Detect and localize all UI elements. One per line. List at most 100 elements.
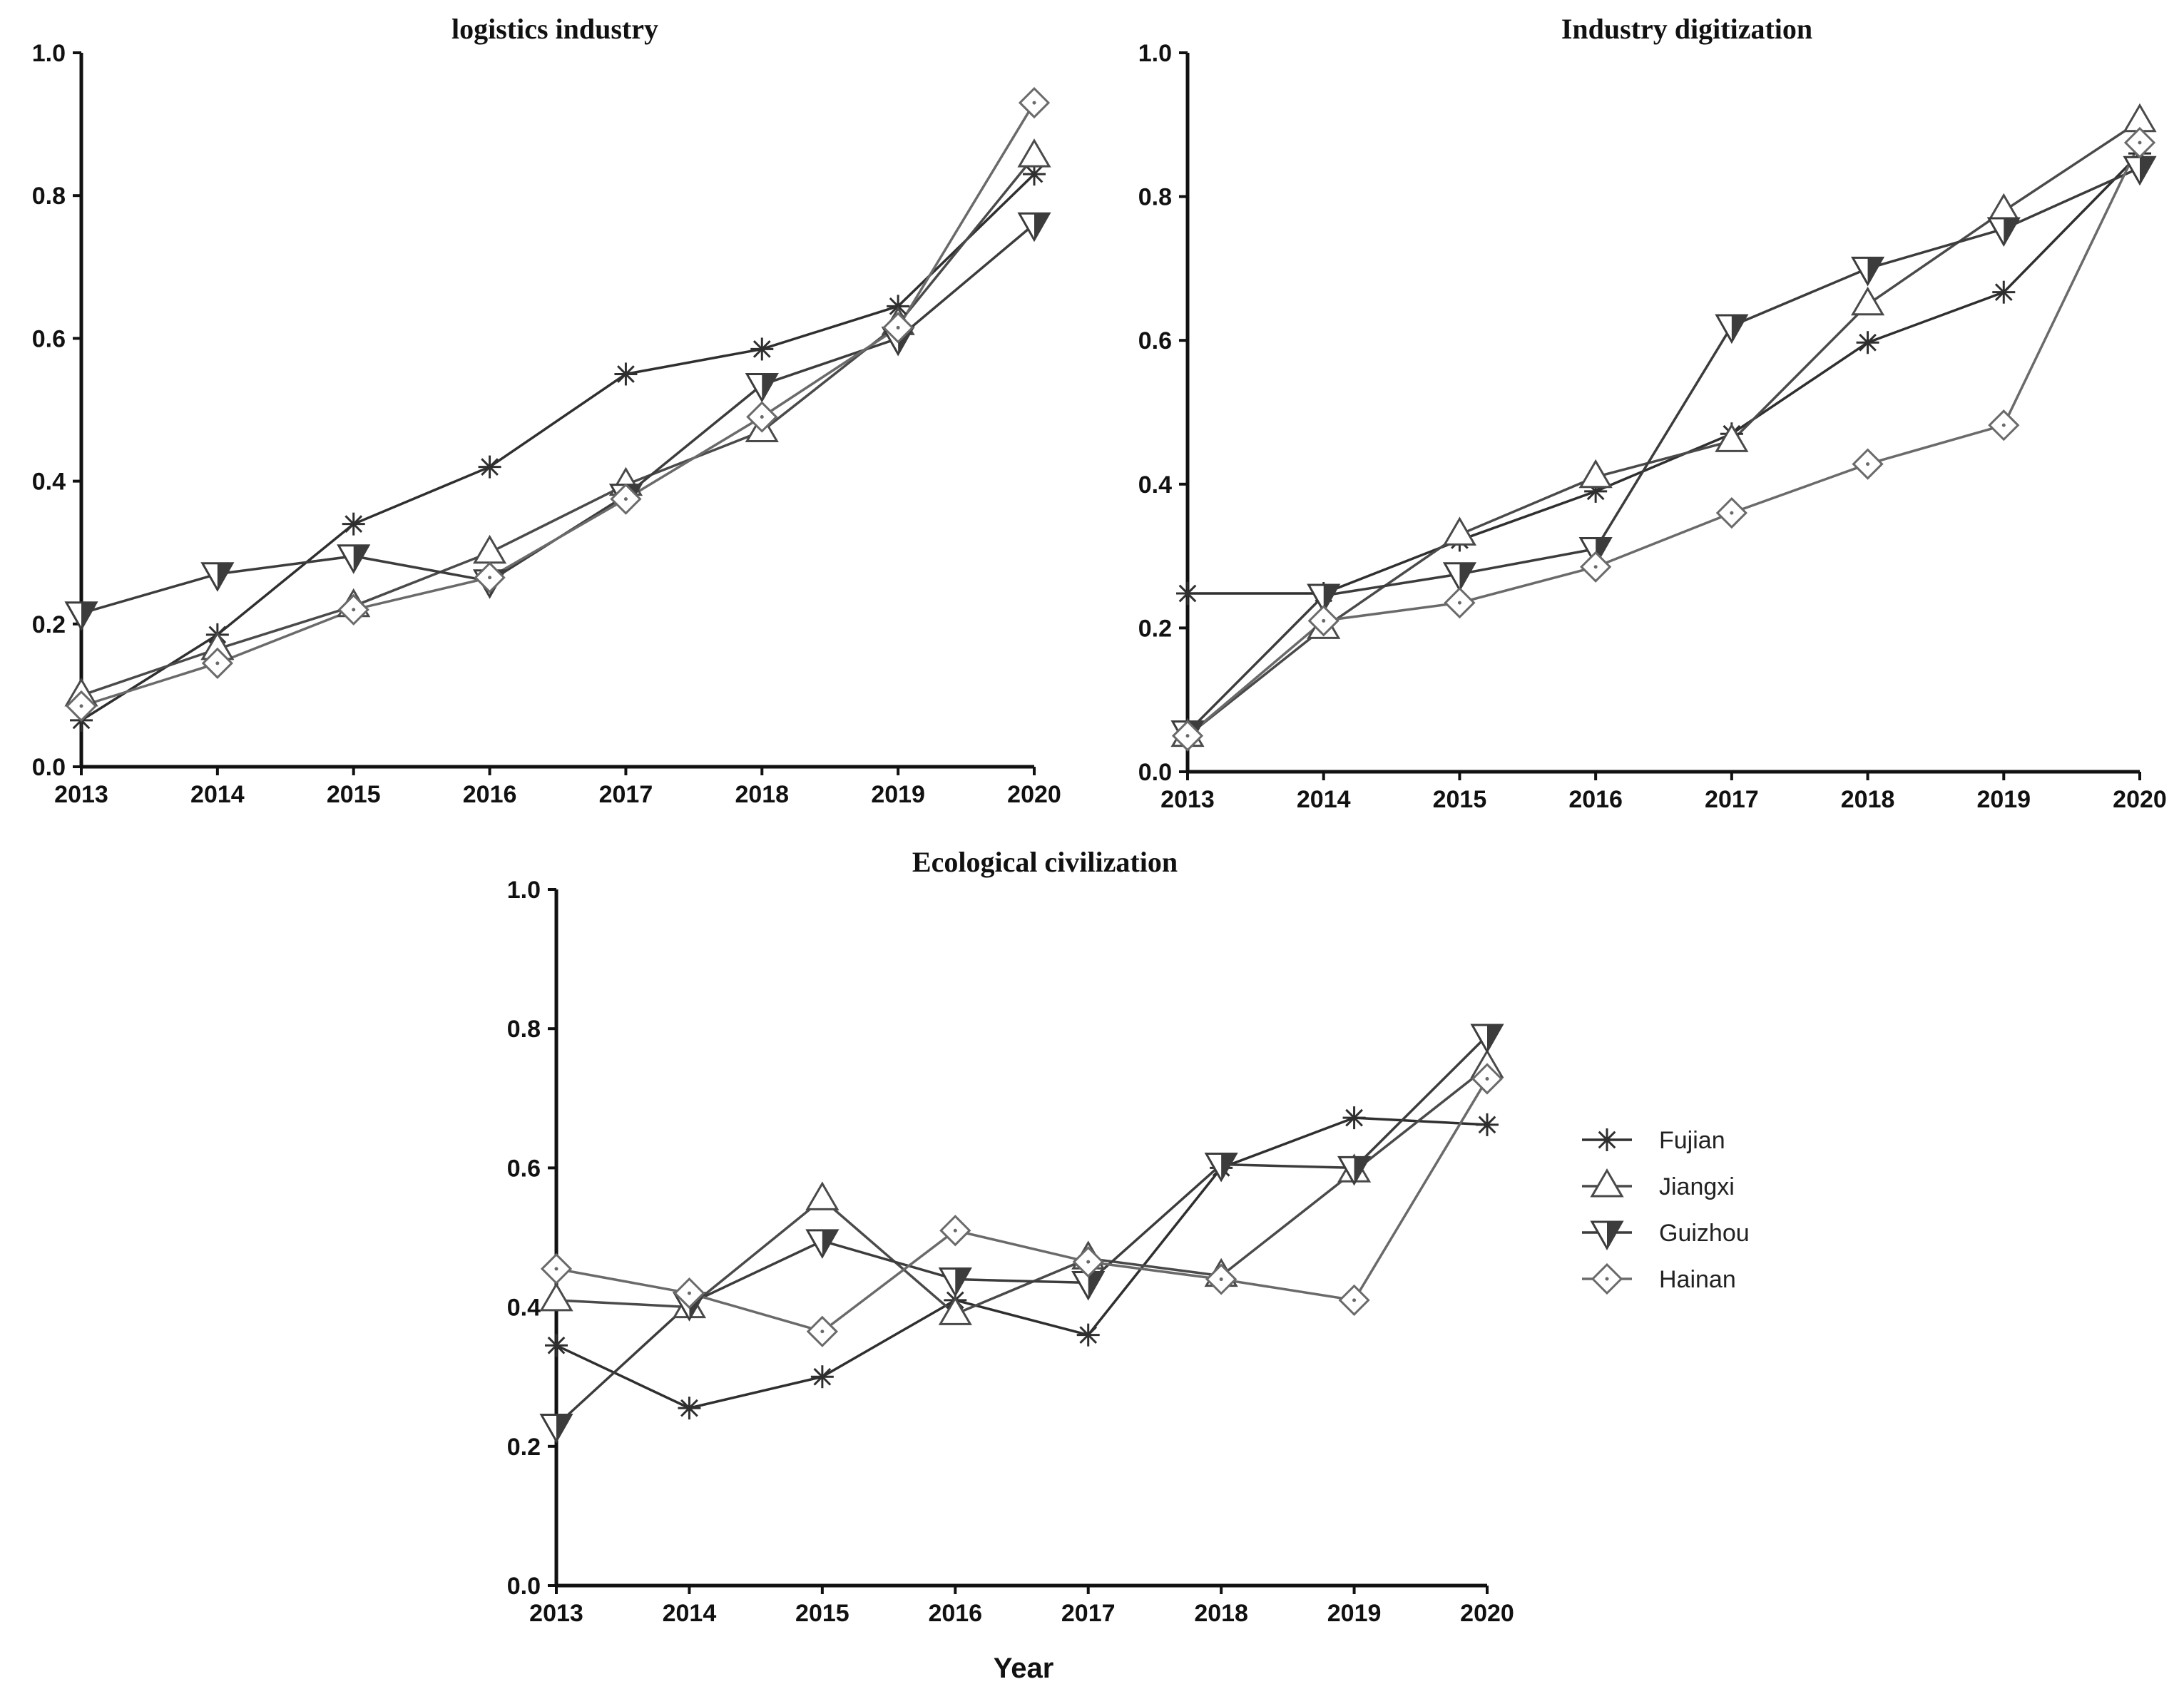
data-point-fujian bbox=[478, 455, 501, 479]
data-point-guizhou bbox=[2123, 155, 2157, 186]
x-tick-label: 2014 bbox=[190, 781, 245, 808]
chart-title: Industry digitization bbox=[1561, 13, 1812, 45]
data-point-hainan bbox=[1852, 448, 1884, 480]
chart-panel-ecological-civilization: Ecological civilization Year 0.0 0.2 0.4 0.… bbox=[507, 846, 1514, 1684]
data-point-fujian bbox=[810, 1365, 834, 1389]
data-point-fujian bbox=[1176, 582, 1199, 606]
y-tick-label: 1.0 bbox=[1138, 40, 1172, 67]
x-tick-label: 2020 bbox=[1460, 1600, 1514, 1627]
y-tick-label: 0.8 bbox=[507, 1016, 541, 1043]
data-point-fujian bbox=[1023, 163, 1046, 186]
y-tick-label: 0.2 bbox=[1138, 615, 1172, 642]
y-tick-label: 0.0 bbox=[507, 1573, 541, 1600]
x-tick-label: 2017 bbox=[1061, 1600, 1116, 1627]
series-line-fujian bbox=[1188, 152, 2141, 595]
data-point-hainan bbox=[610, 483, 642, 515]
legend-label: Guizhou bbox=[1659, 1220, 1750, 1247]
x-tick-label: 2018 bbox=[1841, 786, 1895, 813]
x-tick-label: 2014 bbox=[1297, 786, 1351, 813]
x-tick-label: 2020 bbox=[1007, 781, 1061, 808]
series-line-hainan bbox=[81, 102, 1036, 708]
y-tick-label: 1.0 bbox=[32, 40, 66, 67]
data-point-hainan bbox=[1580, 551, 1612, 583]
data-point-fujian bbox=[545, 1334, 568, 1357]
data-point-hainan bbox=[1338, 1284, 1370, 1316]
x-tick-label: 2017 bbox=[599, 781, 653, 808]
x-tick-label: 2016 bbox=[928, 1600, 982, 1627]
y-tick-label: 0.8 bbox=[1138, 184, 1172, 211]
legend-label: Hainan bbox=[1659, 1266, 1736, 1293]
data-point-guizhou bbox=[1337, 1155, 1372, 1186]
data-point-guizhou bbox=[1986, 217, 2021, 247]
asterisk-icon bbox=[1596, 1128, 1618, 1151]
x-tick-label: 2013 bbox=[1160, 786, 1215, 813]
data-point-jiangxi bbox=[1850, 286, 1885, 316]
series-line-guizhou bbox=[555, 1034, 1489, 1427]
chart-panel-logistics-industry: logistics industry 0.0 0.2 0.4 0.6 0.8 1.0 201… bbox=[32, 13, 1061, 808]
x-tick-label: 2017 bbox=[1705, 786, 1759, 813]
x-tick-label: 2020 bbox=[2113, 786, 2167, 813]
chart-panel-industry-digitization: Industry digitization 0.0 0.2 0.4 0.6 0.8 1.0… bbox=[1138, 13, 2167, 813]
y-tick-label: 0.6 bbox=[1138, 327, 1172, 354]
legend: Fujian Jiangxi Guizhou Hainan bbox=[1582, 1127, 1750, 1295]
data-point-guizhou bbox=[805, 1229, 840, 1259]
y-tick-label: 0.6 bbox=[32, 325, 66, 352]
data-point-fujian bbox=[750, 337, 774, 361]
data-point-fujian bbox=[342, 512, 365, 536]
y-tick-label: 0.4 bbox=[32, 469, 66, 496]
series-line-fujian bbox=[81, 173, 1036, 722]
data-point-guizhou bbox=[1470, 1024, 1504, 1053]
x-tick-label: 2018 bbox=[1194, 1600, 1248, 1627]
x-axis-title: Year bbox=[994, 1653, 1054, 1684]
data-point-fujian bbox=[614, 362, 638, 386]
x-tick-label: 2016 bbox=[463, 781, 517, 808]
data-point-fujian bbox=[1076, 1323, 1100, 1347]
x-tick-label: 2013 bbox=[529, 1600, 583, 1627]
data-point-fujian bbox=[1856, 331, 1879, 354]
data-point-hainan bbox=[939, 1215, 971, 1247]
data-point-hainan bbox=[1988, 409, 2020, 442]
data-point-jiangxi bbox=[805, 1181, 840, 1210]
data-point-jiangxi bbox=[1715, 423, 1749, 452]
series-line-hainan bbox=[1186, 142, 2141, 737]
data-point-guizhou bbox=[745, 372, 779, 403]
series-line-jiangxi bbox=[556, 1066, 1489, 1316]
legend-item-jiangxi: Jiangxi bbox=[1582, 1168, 1735, 1200]
chart-title: Ecological civilization bbox=[912, 846, 1178, 878]
x-tick-label: 2015 bbox=[327, 781, 381, 808]
y-tick-label: 0.2 bbox=[507, 1434, 541, 1461]
legend-label: Fujian bbox=[1659, 1127, 1725, 1154]
series-line-jiangxi bbox=[81, 155, 1036, 697]
data-point-guizhou bbox=[64, 601, 98, 631]
data-point-hainan bbox=[1171, 720, 1204, 752]
data-point-hainan bbox=[337, 593, 369, 626]
data-point-hainan bbox=[806, 1315, 838, 1347]
data-point-hainan bbox=[1205, 1263, 1238, 1295]
data-point-hainan bbox=[1715, 496, 1747, 529]
series-line-fujian bbox=[556, 1116, 1488, 1409]
data-point-jiangxi bbox=[1017, 138, 1051, 168]
data-point-guizhou bbox=[539, 1414, 573, 1444]
legend-label: Jiangxi bbox=[1659, 1173, 1735, 1200]
data-point-jiangxi bbox=[472, 534, 507, 564]
x-tick-label: 2014 bbox=[663, 1600, 717, 1627]
series-line-guizhou bbox=[81, 223, 1036, 615]
data-point-guizhou bbox=[1204, 1153, 1238, 1183]
data-point-hainan bbox=[2123, 126, 2156, 159]
data-point-jiangxi bbox=[1578, 459, 1613, 489]
data-point-hainan bbox=[474, 561, 506, 593]
data-point-fujian bbox=[678, 1397, 701, 1420]
x-tick-label: 2019 bbox=[871, 781, 925, 808]
data-point-hainan bbox=[201, 647, 233, 679]
x-tick-label: 2018 bbox=[735, 781, 789, 808]
half-filled-triangle-down-icon bbox=[1590, 1220, 1624, 1251]
legend-item-fujian: Fujian bbox=[1582, 1127, 1725, 1154]
data-point-hainan bbox=[1072, 1246, 1104, 1278]
data-point-hainan bbox=[1307, 605, 1340, 637]
y-tick-label: 0.8 bbox=[32, 183, 66, 210]
legend-item-hainan: Hainan bbox=[1582, 1262, 1736, 1295]
x-tick-label: 2015 bbox=[795, 1600, 849, 1627]
data-point-hainan bbox=[540, 1252, 573, 1285]
data-point-guizhou bbox=[1850, 256, 1885, 287]
